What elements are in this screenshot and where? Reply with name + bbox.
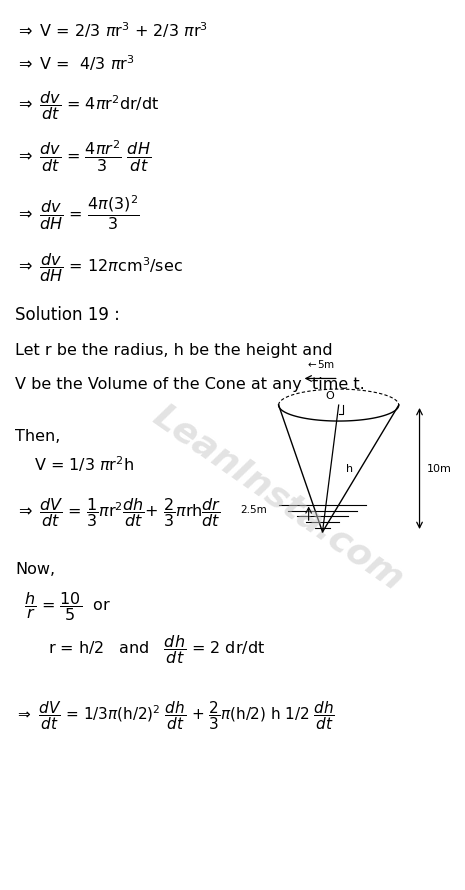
Text: V = 1/3 $\pi$r$^2$h: V = 1/3 $\pi$r$^2$h	[34, 455, 134, 474]
Text: $\Rightarrow$ $\dfrac{dv}{dt}$ = $\dfrac{4\pi r^2}{3}$ $\dfrac{dH}{dt}$: $\Rightarrow$ $\dfrac{dv}{dt}$ = $\dfrac…	[15, 139, 151, 174]
Text: Let r be the radius, h be the height and: Let r be the radius, h be the height and	[15, 343, 333, 358]
Text: Now,: Now,	[15, 562, 55, 577]
Text: h: h	[345, 464, 353, 473]
Text: Then,: Then,	[15, 429, 60, 443]
Text: r = h/2   and   $\dfrac{dh}{dt}$ = 2 dr/dt: r = h/2 and $\dfrac{dh}{dt}$ = 2 dr/dt	[47, 633, 265, 666]
Text: $\Rightarrow$ $\dfrac{dV}{dt}$ = 1/3$\pi$(h/2)$^2$ $\dfrac{dh}{dt}$ + $\dfrac{2}: $\Rightarrow$ $\dfrac{dV}{dt}$ = 1/3$\pi…	[15, 700, 335, 732]
Text: $\Rightarrow$ $\dfrac{dv}{dt}$ = 4$\pi$r$^2$dr/dt: $\Rightarrow$ $\dfrac{dv}{dt}$ = 4$\pi$r…	[15, 89, 159, 122]
Text: LeanInsta.com: LeanInsta.com	[147, 399, 410, 597]
Text: O: O	[326, 391, 334, 400]
Text: $\Rightarrow$ V = 2/3 $\pi$r$^3$ + 2/3 $\pi$r$^3$: $\Rightarrow$ V = 2/3 $\pi$r$^3$ + 2/3 $…	[15, 20, 208, 40]
Text: 10m: 10m	[426, 464, 452, 473]
Text: $\Rightarrow$ $\dfrac{dv}{dH}$ = 12$\pi$cm$^3$/sec: $\Rightarrow$ $\dfrac{dv}{dH}$ = 12$\pi$…	[15, 251, 183, 284]
Text: V be the Volume of the Cone at any  time t.: V be the Volume of the Cone at any time …	[15, 377, 365, 392]
Text: Solution 19 :: Solution 19 :	[15, 305, 120, 324]
Text: $\dfrac{h}{r}$ = $\dfrac{10}{5}$  or: $\dfrac{h}{r}$ = $\dfrac{10}{5}$ or	[25, 590, 111, 623]
Text: $\Rightarrow$ V =  4/3 $\pi$r$^3$: $\Rightarrow$ V = 4/3 $\pi$r$^3$	[15, 53, 135, 73]
Text: $\Rightarrow$ $\dfrac{dV}{dt}$ = $\dfrac{1}{3}$$\pi$r$^2$$\dfrac{dh}{dt}$+ $\dfr: $\Rightarrow$ $\dfrac{dV}{dt}$ = $\dfrac…	[15, 496, 222, 529]
Text: $\Rightarrow$ $\dfrac{dv}{dH}$ = $\dfrac{4\pi(3)^2}{3}$: $\Rightarrow$ $\dfrac{dv}{dH}$ = $\dfrac…	[15, 193, 140, 232]
Text: 2.5m: 2.5m	[240, 505, 267, 514]
Text: $\leftarrow$5m: $\leftarrow$5m	[305, 358, 335, 369]
